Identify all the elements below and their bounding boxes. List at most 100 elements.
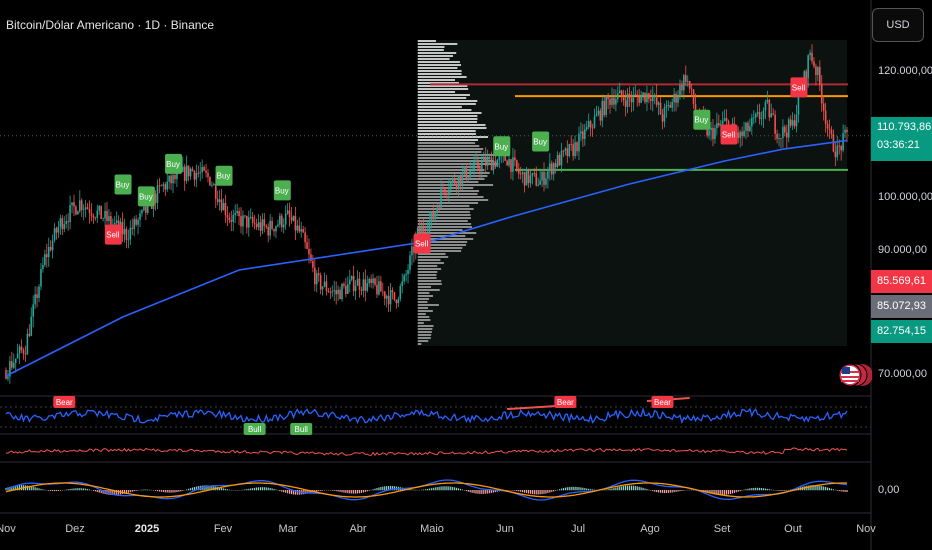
candle-body: [751, 117, 753, 127]
macd-histogram-bar: [467, 490, 469, 492]
macd-histogram-bar: [745, 489, 747, 491]
candle-body: [741, 131, 743, 137]
candle-body: [820, 84, 823, 104]
candle-body: [213, 183, 215, 186]
candle-body: [397, 299, 400, 304]
green-price-tag: 82.754,15: [871, 320, 932, 343]
candle-body: [158, 185, 161, 187]
moving-average-line: [5, 139, 848, 377]
candle-body: [356, 278, 359, 286]
volume-profile-bar: [417, 211, 470, 213]
candle-body: [797, 95, 800, 115]
candle-body: [44, 254, 46, 265]
candle-body: [766, 99, 769, 102]
candle-body: [38, 286, 40, 298]
macd-histogram-bar: [374, 488, 376, 491]
macd-histogram-bar: [308, 490, 310, 494]
macd-histogram-bar: [469, 490, 471, 493]
rsi-label-text: Bear: [56, 398, 73, 407]
macd-histogram-bar: [403, 488, 405, 491]
candle-body: [830, 129, 833, 135]
macd-histogram-bar: [127, 490, 129, 493]
macd-histogram-bar: [73, 488, 75, 491]
macd-histogram-bar: [570, 486, 572, 491]
macd-histogram-bar: [566, 487, 568, 491]
candle-body: [42, 264, 44, 270]
volume-profile-bar: [417, 79, 455, 81]
macd-histogram-bar: [50, 490, 52, 491]
candle-body: [380, 281, 382, 292]
macd-histogram-bar: [426, 488, 429, 491]
candle-body: [688, 80, 691, 89]
macd-histogram-bar: [784, 490, 786, 491]
rsi-label-box: [290, 423, 313, 435]
candle-body: [88, 208, 91, 214]
candle-body: [440, 188, 442, 208]
macd-histogram-bar: [731, 490, 734, 494]
candle-body: [603, 100, 606, 116]
candle-body: [55, 228, 58, 233]
macd-histogram-bar: [555, 490, 557, 491]
candle-body: [822, 103, 825, 111]
volume-profile-bar: [417, 91, 456, 93]
buy-label: Buy: [137, 186, 155, 207]
macd-histogram-bar: [640, 487, 642, 491]
macd-histogram-bar: [531, 490, 533, 495]
macd-histogram-bar: [364, 490, 366, 492]
candle-body: [337, 289, 339, 295]
macd-histogram-bar: [17, 485, 19, 491]
candle-body: [811, 52, 813, 62]
macd-histogram-bar: [205, 485, 207, 491]
volume-profile-bar: [417, 199, 489, 201]
candle-body: [514, 157, 516, 161]
macd-histogram-bar: [591, 489, 594, 491]
macd-histogram-bar: [642, 487, 644, 491]
macd-histogram-bar: [79, 488, 81, 491]
macd-histogram-bar: [372, 489, 374, 491]
macd-histogram-bar: [193, 487, 195, 491]
macd-histogram-bar: [650, 490, 652, 491]
candle-body: [409, 255, 411, 270]
candle-body: [207, 172, 209, 177]
macd-histogram-bar: [628, 485, 631, 491]
currency-button[interactable]: USD: [872, 8, 924, 42]
candle-body: [508, 159, 510, 166]
macd-histogram-bar: [81, 488, 83, 491]
candle-body: [381, 291, 384, 293]
macd-histogram-bar: [490, 490, 493, 493]
candle-body: [298, 225, 301, 232]
candle-body: [277, 224, 279, 227]
candle-body: [228, 217, 231, 221]
candle-body: [47, 247, 50, 258]
macd-histogram-bar: [273, 488, 275, 491]
macd-histogram-bar: [826, 487, 829, 491]
candle-body: [290, 217, 293, 221]
volume-profile-bar: [417, 202, 479, 204]
volume-profile-bar: [417, 310, 433, 312]
candle-body: [529, 175, 532, 184]
candle-body: [411, 246, 413, 256]
macd-histogram-bar: [459, 488, 462, 491]
us-flag-icon[interactable]: [838, 362, 872, 388]
candle-body: [416, 227, 419, 238]
macd-histogram-bar: [424, 489, 427, 491]
candle-body: [90, 213, 93, 216]
macd-histogram-bar: [353, 490, 355, 494]
macd-histogram-bar: [465, 490, 467, 492]
candle-body: [286, 210, 289, 214]
volume-profile-bar: [417, 64, 462, 66]
candle-body: [108, 216, 110, 222]
macd-histogram-bar: [88, 489, 91, 491]
macd-histogram-bar: [489, 490, 491, 494]
macd-histogram-bar: [671, 490, 673, 493]
candle-body: [234, 213, 236, 215]
volume-profile-bar: [417, 280, 442, 282]
label-box: [790, 77, 808, 98]
candle-body: [121, 221, 124, 235]
volume-profile-bar: [417, 292, 430, 294]
candle-body: [96, 210, 99, 218]
candle-body: [708, 130, 710, 136]
macd-histogram-bar: [778, 490, 780, 491]
